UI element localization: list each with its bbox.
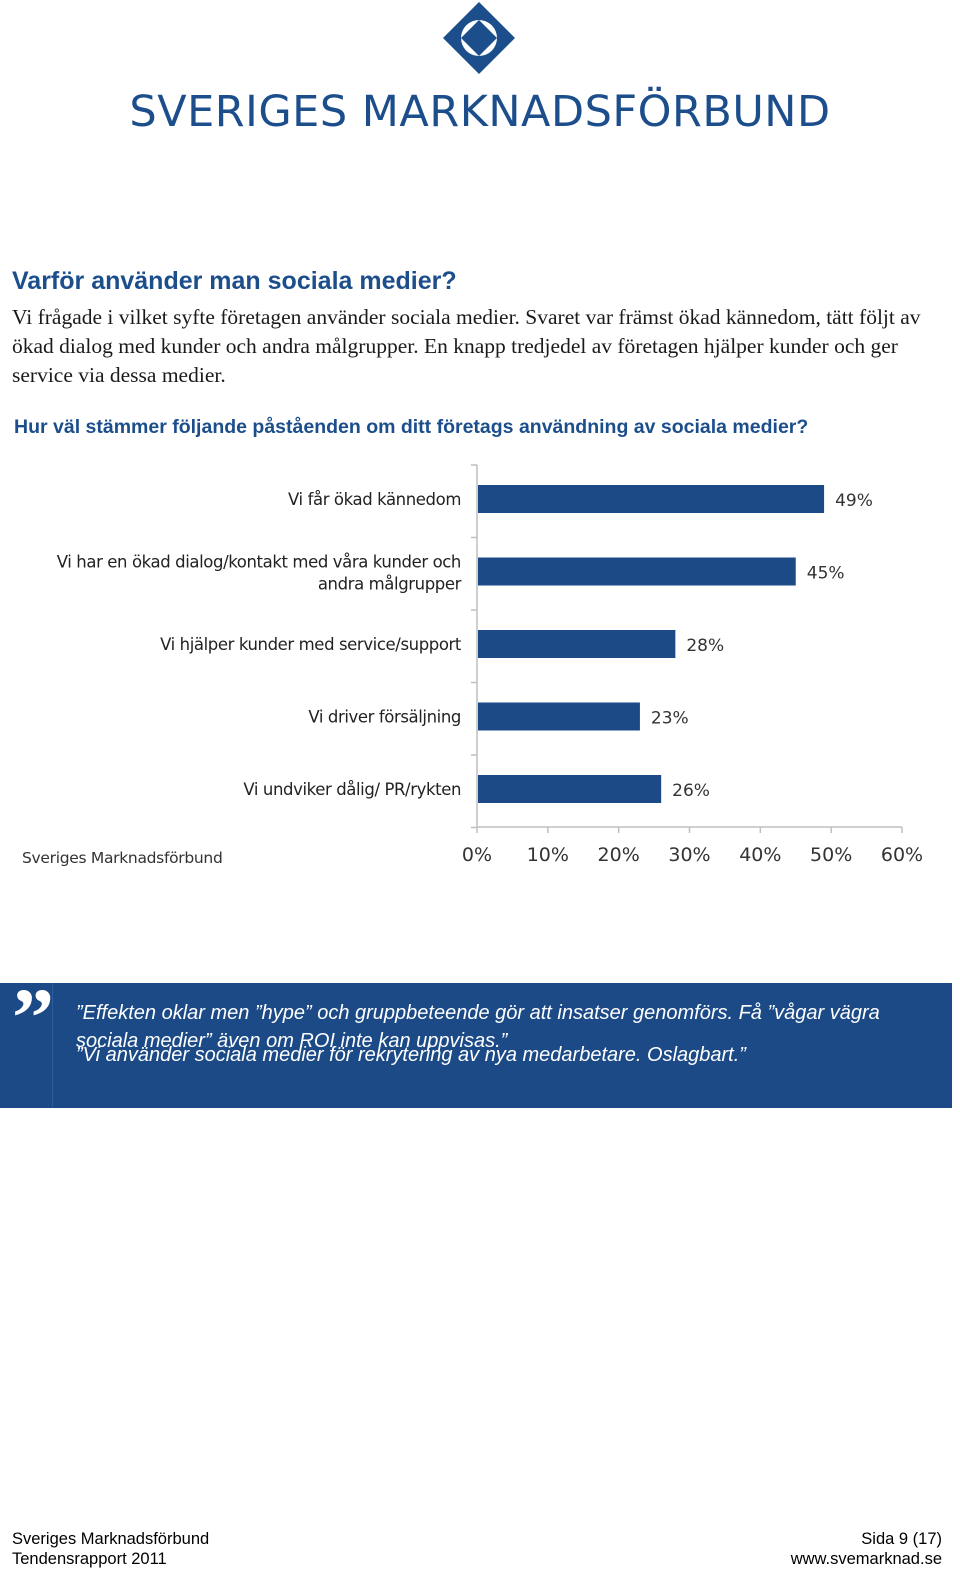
x-tick-label: 0% [462,844,492,866]
chart-source-label: Sveriges Marknadsförbund [22,849,223,867]
diamond-circle-logo-icon [443,2,515,74]
survey-question: Hur väl stämmer följande påståenden om d… [14,416,809,438]
intro-paragraph: Vi frågade i vilket syfte företagen anvä… [12,305,921,387]
bar [478,557,796,586]
footer-website[interactable]: www.svemarknad.se [790,1550,942,1568]
quote-divider [52,983,75,1108]
category-label: Vi får ökad kännedom [288,490,461,509]
quote-line: ”Vi använder sociala medier för rekryter… [76,1044,746,1066]
footer-page-number: Sida 9 (17) [861,1530,942,1548]
value-label: 28% [686,636,724,656]
category-label: Vi driver försäljning [308,708,461,727]
x-tick-label: 30% [668,844,710,866]
footer-report: Tendensrapport 2011 [12,1550,167,1568]
category-label: Vi hjälper kunder med service/support [160,635,462,654]
bar [478,485,825,513]
x-tick-label: 20% [598,844,640,866]
quote-box: ” ”Effekten oklar men ”hype” och gruppbe… [0,977,952,1108]
org-logo-text: SVERIGES MARKNADSFÖRBUND [129,87,831,137]
bar-chart: 49% Vi får ökad kännedom 45% Vi har en ökad… [22,464,923,867]
bar [478,775,662,803]
x-tick-label: 60% [881,844,923,866]
category-label: Vi har en ökad dialog/kontakt med våra k… [57,553,461,572]
x-tick-label: 50% [810,844,852,866]
x-tick-label: 10% [527,844,569,866]
category-label: Vi undviker dålig/ PR/rykten [243,780,461,799]
value-label: 49% [835,491,873,511]
value-label: 26% [672,781,710,801]
value-label: 23% [651,709,689,729]
section-heading: Varför använder man sociala medier? [12,267,457,295]
value-label: 45% [807,564,845,584]
bar [478,702,640,731]
x-tick-label: 40% [739,844,781,866]
bar [478,630,676,658]
category-label: andra målgrupper [318,575,462,594]
footer-org: Sveriges Marknadsförbund [12,1530,210,1548]
quote-mark-icon: ” [12,972,54,1065]
quote-line: ”Effekten oklar men ”hype” och gruppbete… [76,1002,880,1052]
